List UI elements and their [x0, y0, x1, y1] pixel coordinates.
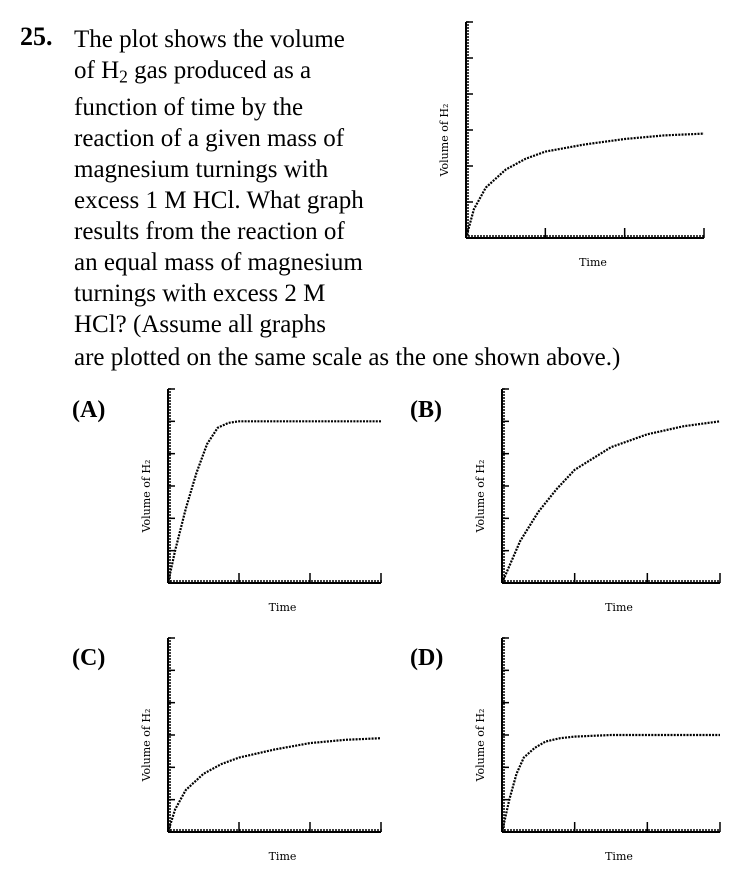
question-text: The plot shows the volume of H2 gas prod… [74, 24, 414, 340]
subscript-2: 2 [119, 66, 128, 87]
option-label-c[interactable]: (C) [72, 645, 106, 671]
option-label-d[interactable]: (D) [410, 645, 444, 671]
data-curve [166, 737, 382, 833]
graph-main: Time Volume of H₂ [438, 21, 705, 269]
question-line: turnings with excess 2 M [74, 280, 326, 308]
question-line: an equal mass of magnesium [74, 249, 363, 277]
question-line: reaction of a given mass of [74, 125, 345, 153]
question-line: magnesium turnings with [74, 156, 329, 184]
option-label-b[interactable]: (B) [410, 397, 442, 423]
question-line: of H2 gas produced as a [74, 55, 414, 92]
y-axis-label: Volume of H₂ [438, 104, 451, 178]
y-axis-label: Volume of H₂ [474, 460, 487, 534]
graph-a[interactable]: Time Volume of H₂ [132, 385, 387, 625]
question-line-part: of H [74, 57, 120, 84]
question-line: function of time by the [74, 94, 304, 122]
x-axis-label: Time [579, 256, 607, 269]
x-axis-label: Time [269, 601, 297, 614]
question-line: excess 1 M HCl. What graph [74, 187, 364, 215]
question-line: results from the reaction of [74, 218, 345, 246]
graph-b[interactable]: Time Volume of H₂ [466, 385, 726, 625]
y-axis-label: Volume of H₂ [474, 709, 487, 783]
option-label-a[interactable]: (A) [72, 397, 106, 423]
x-axis-label: Time [269, 850, 297, 863]
question-number: 25. [20, 22, 53, 51]
graph-d[interactable]: Time Volume of H₂ [466, 634, 726, 874]
question-line: The plot shows the volume [74, 26, 345, 53]
data-curve [500, 733, 720, 833]
x-axis-label: Time [605, 850, 633, 863]
question-line-part: gas produced as a [127, 57, 312, 84]
graph-c[interactable]: Time Volume of H₂ [132, 634, 387, 874]
data-curve [464, 132, 705, 239]
data-curve [500, 420, 721, 584]
data-curve [166, 420, 381, 584]
x-axis-label: Time [605, 601, 633, 614]
question-line: HCl? (Assume all graphs [74, 311, 327, 339]
question-last-line: are plotted on the same scale as the one… [74, 344, 621, 371]
y-axis-label: Volume of H₂ [140, 460, 153, 534]
y-axis-label: Volume of H₂ [140, 709, 153, 783]
